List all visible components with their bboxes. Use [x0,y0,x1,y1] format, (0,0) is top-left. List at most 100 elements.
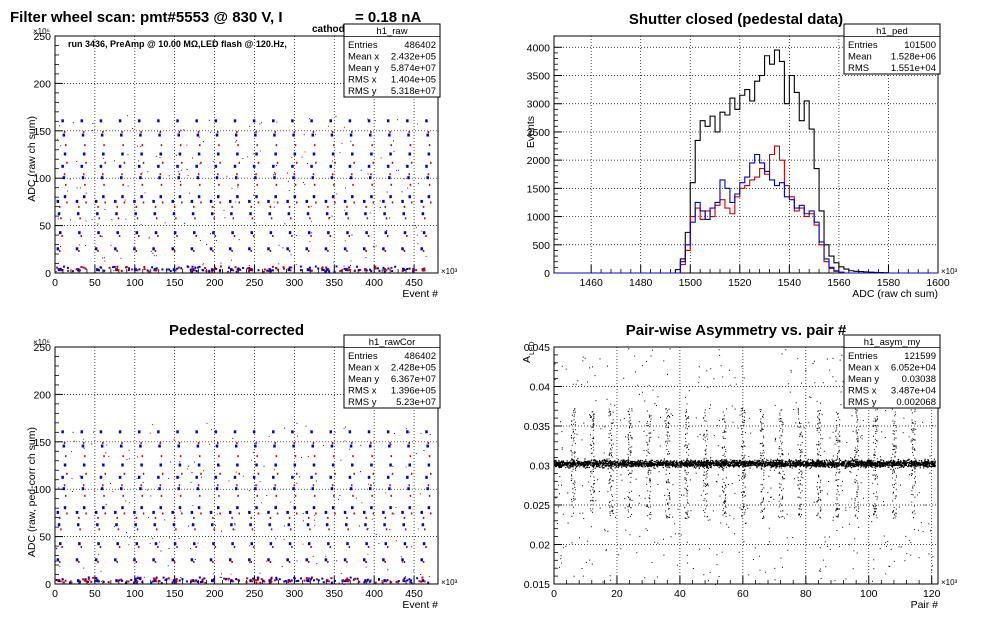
data-point [248,269,251,272]
data-point [63,484,66,487]
data-point [237,494,239,497]
data-point [215,176,219,180]
data-point [212,160,214,162]
stats-value: 6.367e+07 [391,374,436,385]
data-point [173,542,177,546]
data-point [154,231,158,235]
data-point [312,152,316,156]
data-point [160,183,163,186]
data-point [155,269,158,272]
data-point [172,523,176,527]
data-point [312,463,316,467]
data-point [305,425,307,427]
data-point [416,577,419,580]
data-point [367,553,369,555]
data-point [330,577,333,580]
data-point [274,130,276,133]
data-point [238,161,241,164]
data-point [255,581,258,584]
data-point [78,516,80,519]
data-point [345,187,347,189]
data-point [321,268,324,271]
data-point [123,472,126,475]
data-point [255,441,257,444]
data-point [231,231,234,235]
data-point [113,265,116,268]
data-point [308,266,311,269]
data-point [102,463,105,467]
data-point [365,516,367,519]
data-point [290,254,292,256]
stats-value: 5.874e+07 [391,63,436,74]
data-point [274,463,277,467]
data-point [310,205,312,207]
data-point [389,506,392,510]
data-point [353,201,355,204]
data-point [370,130,372,133]
data-point [219,512,221,515]
data-point [230,212,233,216]
data-point [390,494,393,497]
data-point [191,270,194,273]
data-point [149,542,151,544]
y-tick-label: 50 [39,532,51,544]
data-point [158,541,160,543]
data-point [56,199,60,203]
data-point [401,510,404,514]
data-point [232,580,235,583]
data-point [206,422,208,424]
data-point [117,580,120,583]
data-point [83,438,85,440]
x-tick-label: 400 [365,588,383,600]
data-point [83,579,86,582]
data-point [96,268,99,272]
data-point [56,547,58,549]
data-point [390,144,393,147]
data-point [346,231,349,235]
data-point [365,542,368,546]
data-point [269,560,272,563]
data-point [212,516,214,519]
data-point [390,183,393,186]
data-point [408,463,411,467]
data-point [58,231,62,235]
data-point [121,441,123,444]
data-point [287,523,291,527]
data-point [430,201,432,204]
data-point [191,523,195,527]
data-point [167,565,169,567]
data-point [219,472,221,475]
data-point [362,510,366,514]
y-tick-label: 1000 [527,212,551,224]
data-point [100,487,104,491]
data-point [290,266,293,269]
x-tick-label: 50 [89,277,101,289]
data-point [331,463,335,467]
data-point [385,580,388,583]
data-point [354,577,357,580]
data-point [343,247,347,251]
data-point [195,475,198,479]
data-point [127,580,130,583]
data-point [210,523,214,527]
data-point [327,249,329,252]
data-point [209,510,213,514]
data-point [295,161,298,164]
data-point [154,205,157,208]
data-point [269,205,272,208]
data-point [304,183,306,185]
data-point [360,169,362,171]
data-point [270,217,273,220]
data-point [262,579,265,582]
data-point [116,205,118,208]
data-point [199,455,201,458]
data-point [132,128,134,130]
data-point [62,581,65,584]
data-point [60,145,62,147]
data-point [85,512,87,515]
data-point [385,528,388,531]
data-point [289,217,292,220]
data-point [230,560,232,562]
data-point [176,475,179,479]
data-point [236,178,238,180]
